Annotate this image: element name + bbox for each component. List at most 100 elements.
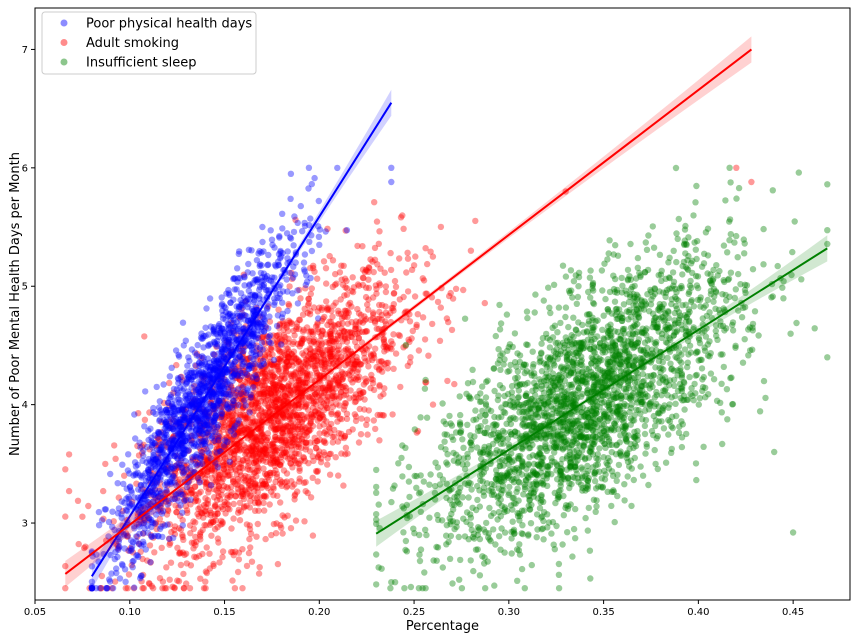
data-point (281, 424, 288, 431)
data-point (274, 355, 282, 362)
data-point (218, 302, 225, 309)
data-point (346, 299, 354, 307)
data-point (240, 442, 247, 449)
data-point (307, 290, 314, 298)
data-point (547, 309, 554, 317)
data-point (309, 532, 317, 539)
data-point (226, 403, 234, 411)
data-point (376, 315, 383, 322)
data-point (295, 358, 302, 365)
data-point (274, 387, 282, 394)
data-point (220, 423, 227, 431)
data-point (231, 433, 238, 440)
data-point (290, 242, 297, 249)
data-point (311, 408, 319, 415)
data-point (349, 357, 356, 364)
data-point (291, 433, 298, 440)
data-point (209, 350, 217, 358)
data-point (309, 404, 317, 411)
data-point (229, 447, 237, 454)
data-point (397, 214, 405, 221)
data-point (316, 436, 323, 443)
data-point (261, 373, 268, 380)
data-point (214, 450, 221, 457)
data-point (333, 374, 340, 381)
data-point (350, 365, 357, 372)
data-point (169, 434, 177, 441)
data-point (250, 444, 258, 452)
data-point (239, 349, 247, 356)
data-point (328, 355, 335, 363)
data-point (252, 453, 260, 460)
data-point (218, 403, 226, 410)
data-point (226, 413, 233, 420)
data-point (295, 396, 303, 404)
data-point (256, 445, 263, 452)
data-point (141, 333, 148, 340)
data-point (180, 536, 187, 543)
data-point (356, 319, 363, 326)
data-point (298, 337, 306, 345)
data-point (445, 318, 452, 326)
data-point (338, 450, 345, 457)
data-point (434, 298, 442, 306)
data-point (195, 371, 202, 378)
data-point (169, 416, 176, 423)
data-point (219, 399, 227, 406)
data-point (254, 520, 261, 528)
data-point (265, 251, 272, 259)
data-point (281, 449, 288, 457)
data-point (108, 585, 116, 592)
data-point (265, 303, 272, 310)
data-point (212, 359, 219, 367)
data-point (639, 472, 647, 479)
data-point (282, 367, 290, 375)
data-point (240, 388, 248, 396)
data-point (324, 306, 331, 314)
data-point (322, 386, 329, 393)
data-point (134, 552, 141, 559)
data-point (357, 311, 365, 319)
data-point (85, 502, 92, 510)
data-point (205, 413, 212, 421)
data-point (142, 388, 149, 395)
data-point (287, 319, 295, 326)
data-point (349, 365, 356, 372)
data-point (315, 340, 322, 347)
data-point (224, 345, 231, 352)
data-point (297, 376, 304, 384)
data-point (290, 354, 298, 361)
data-point (283, 230, 291, 237)
data-point (299, 423, 307, 430)
data-point (169, 583, 176, 590)
data-point (197, 488, 204, 495)
data-point (219, 520, 226, 527)
data-point (344, 334, 352, 342)
data-point (228, 370, 235, 377)
data-point (442, 446, 449, 453)
data-point (320, 438, 328, 446)
data-point (154, 434, 162, 441)
data-point (342, 444, 350, 451)
data-point (387, 266, 395, 274)
data-point (205, 439, 212, 446)
data-point (352, 413, 360, 420)
data-point (138, 443, 146, 450)
data-point (223, 290, 230, 297)
data-point (322, 360, 330, 367)
data-point (244, 457, 251, 465)
data-point (269, 455, 277, 462)
data-point (127, 483, 134, 490)
data-point (195, 459, 202, 466)
data-point (270, 440, 277, 448)
data-point (293, 450, 300, 457)
data-point (171, 526, 178, 534)
data-point (224, 492, 231, 499)
data-point (328, 327, 335, 334)
data-point (244, 304, 251, 311)
data-point (307, 264, 314, 272)
data-point (273, 456, 280, 463)
data-point (329, 439, 336, 446)
data-point (301, 305, 308, 312)
